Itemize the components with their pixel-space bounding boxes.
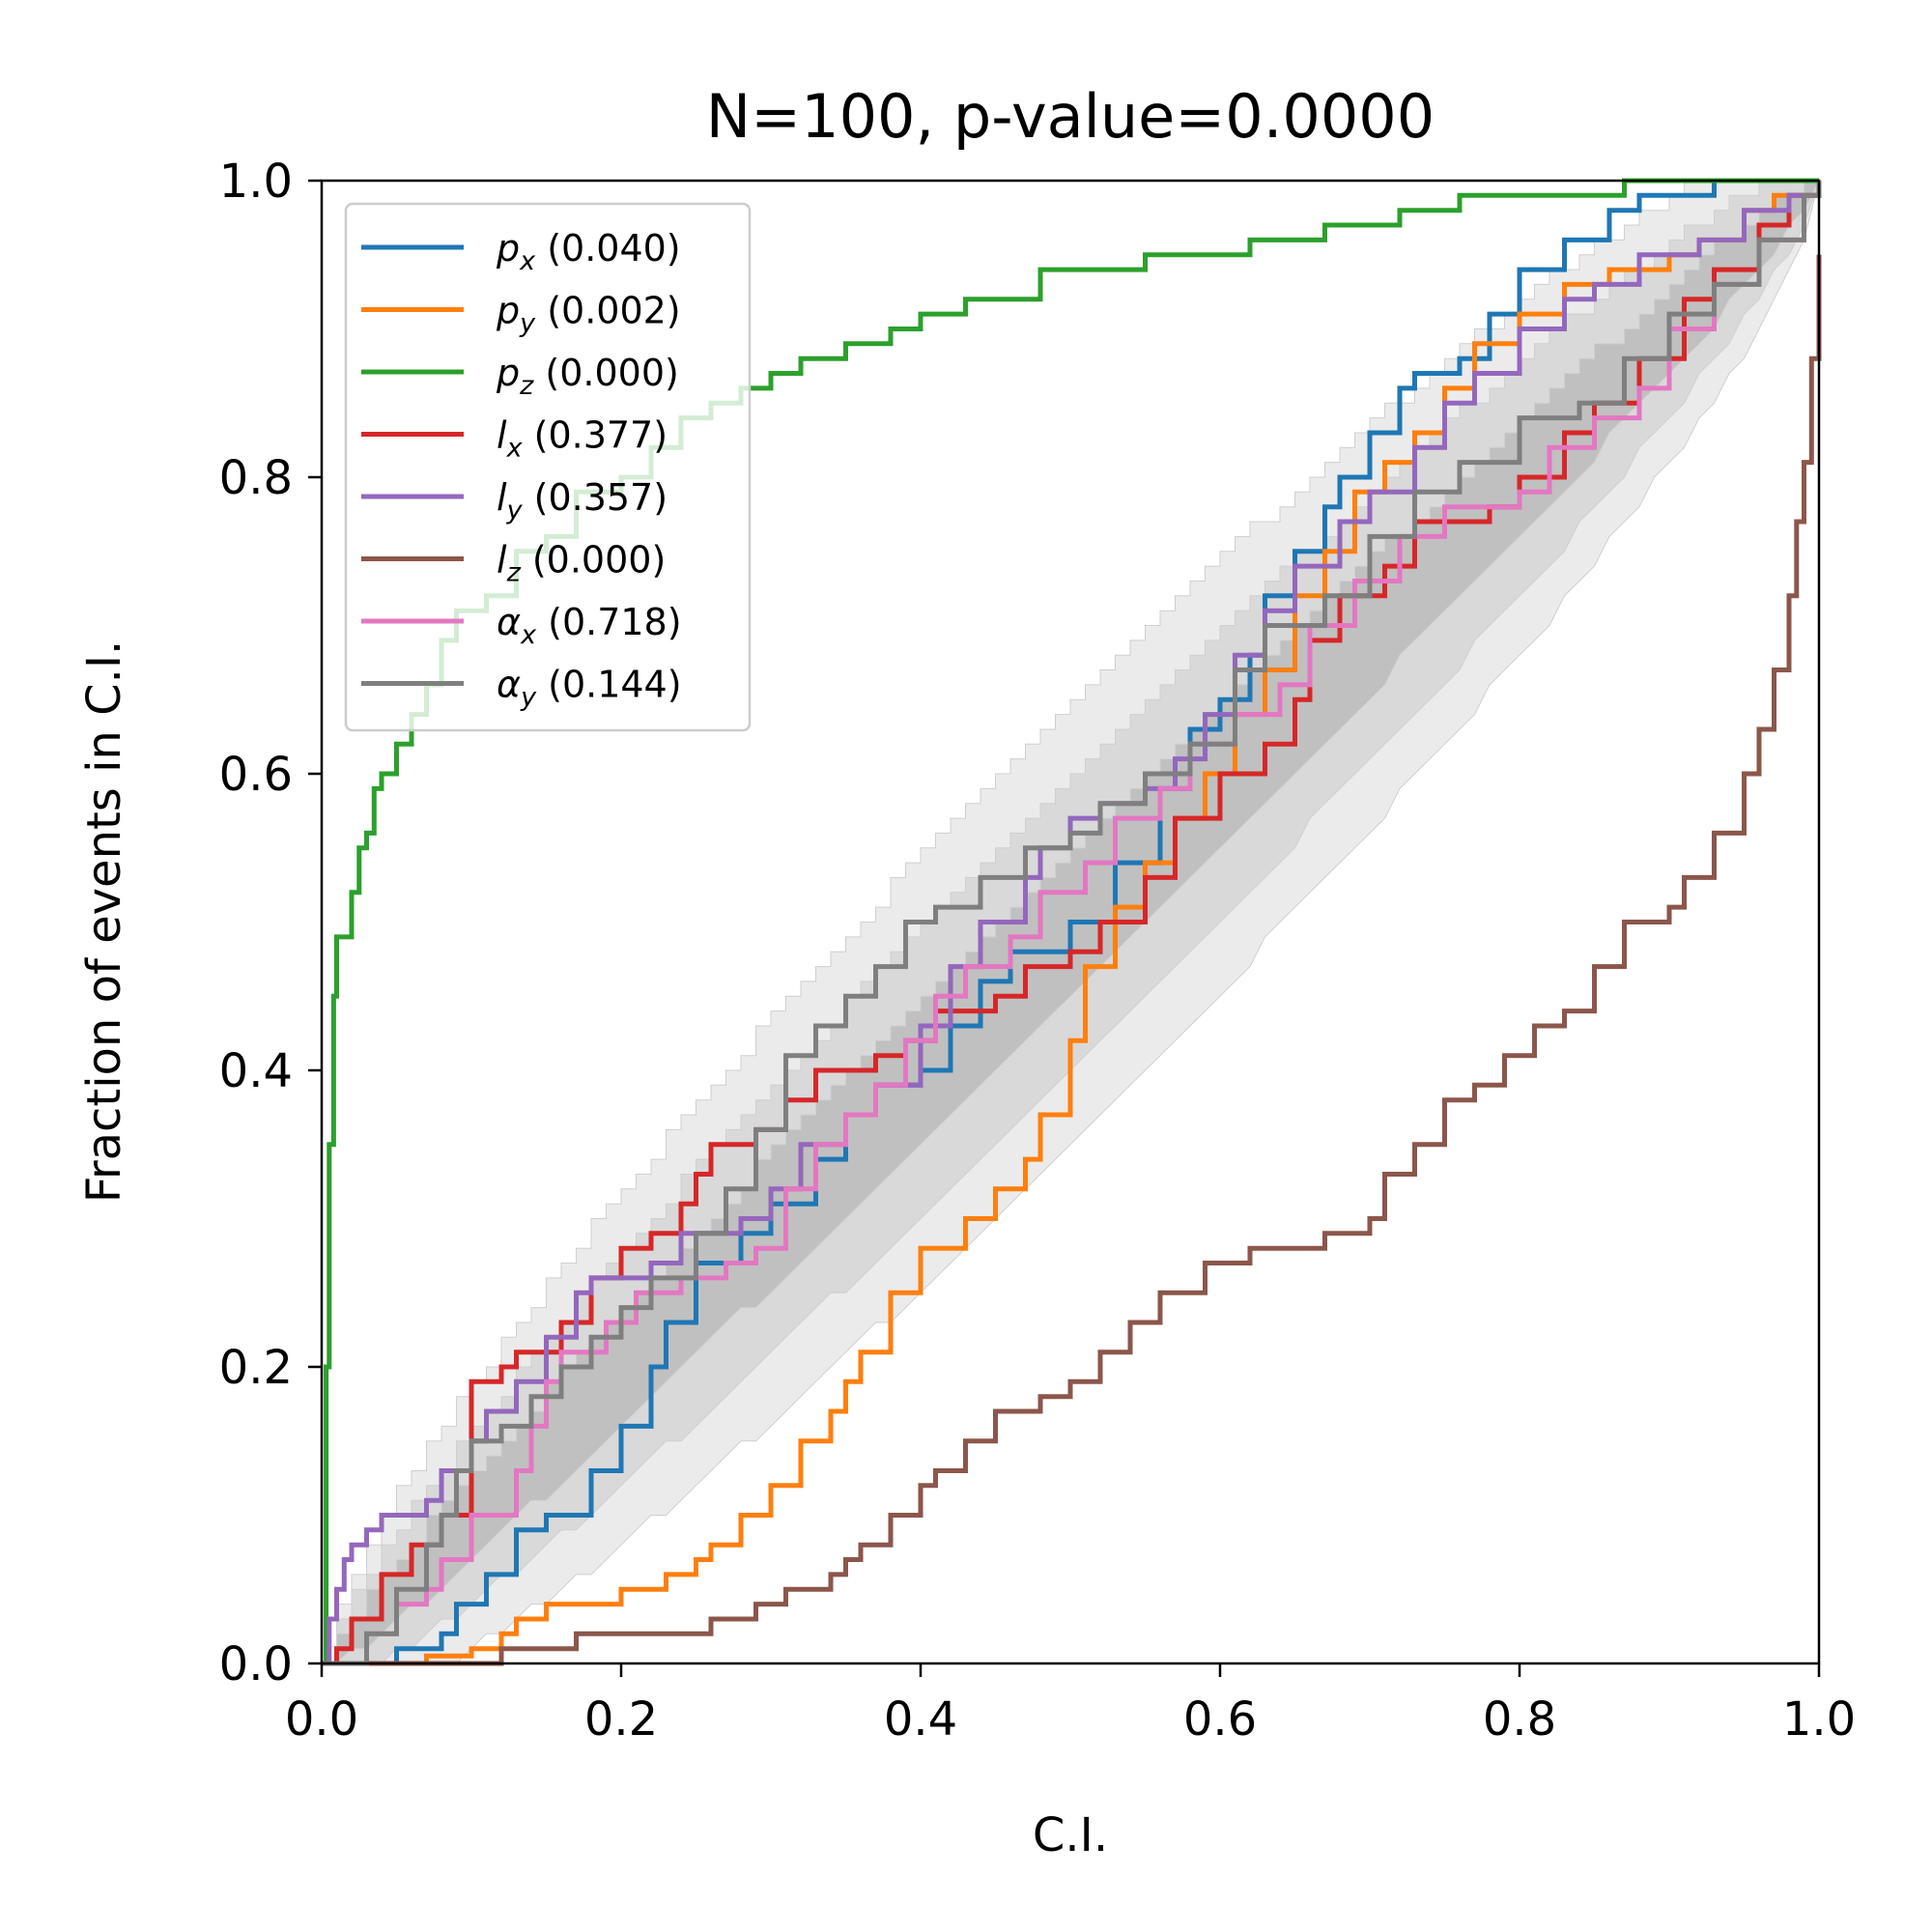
legend-box [344,202,752,732]
legend: px (0.040) py (0.002) pz (0.000) lx (0.377)… [344,202,752,732]
legend-entry: lz (0.000) [497,539,666,588]
x-tick-label: 0.6 [1183,1692,1257,1747]
chart-title: N=100, p-value=0.0000 [706,81,1435,152]
x-tick-label: 0.8 [1483,1692,1556,1747]
series-line-p-x [322,178,1819,1666]
x-axis: 0.0 0.2 0.4 0.6 0.8 1.0 [285,1663,1856,1747]
legend-entry: pz (0.000) [496,352,679,401]
legend-entry: py (0.002) [496,290,681,339]
legend-entry: αx (0.718) [497,601,682,650]
y-tick-label: 0.0 [219,1637,293,1691]
series-line-l-x [322,181,1822,1666]
x-tick-label: 1.0 [1782,1692,1856,1747]
x-tick-label: 0.4 [884,1692,957,1747]
y-tick-label: 0.4 [219,1044,293,1098]
legend-entry: ly (0.357) [497,476,668,526]
legend-entry: lx (0.377) [497,414,668,464]
y-axis-label: Fraction of events in C.I. [77,640,131,1204]
plot-frame [320,179,1821,1665]
x-tick-label: 0.0 [285,1692,358,1747]
x-tick-label: 0.2 [584,1692,658,1747]
y-tick-label: 0.8 [219,451,293,505]
series-line-l-z [322,254,1822,1666]
y-tick-label: 0.2 [219,1341,293,1395]
y-axis: 0.0 0.2 0.4 0.6 0.8 1.0 [219,155,322,1691]
legend-entry: px (0.040) [496,227,681,276]
x-axis-label: C.I. [1033,1808,1108,1862]
y-tick-label: 0.6 [219,748,293,802]
legend-entry: αy (0.144) [497,664,682,713]
series-line-alpha-y [322,181,1822,1666]
y-tick-label: 1.0 [219,155,293,209]
